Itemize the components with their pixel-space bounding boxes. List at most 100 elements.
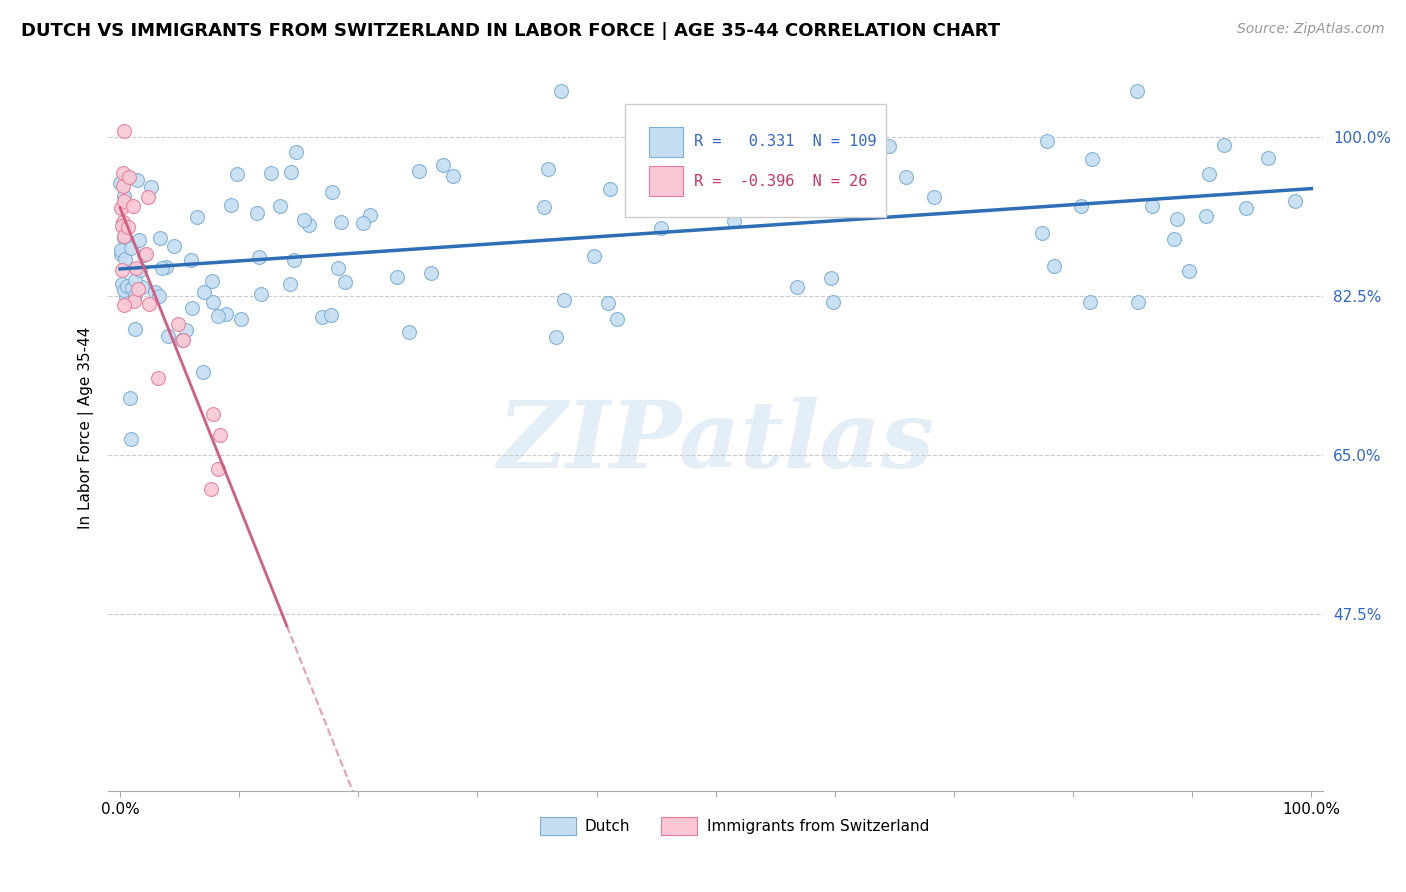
Point [163, 238, 186, 252]
Point [398, 325, 420, 339]
Point [250, 286, 273, 301]
Point [1284, 194, 1306, 208]
Point [191, 365, 214, 379]
Point [1198, 167, 1220, 181]
Point [1257, 151, 1279, 165]
Point [214, 307, 236, 321]
Point [134, 248, 156, 262]
Point [181, 301, 204, 315]
Point [408, 163, 430, 178]
Point [1128, 294, 1150, 309]
Point [112, 124, 135, 138]
Point [118, 169, 141, 184]
Point [143, 285, 166, 299]
Point [326, 261, 349, 276]
Point [292, 213, 315, 227]
Point [650, 221, 672, 235]
Point [246, 206, 269, 220]
Point [128, 233, 150, 247]
Point [1163, 232, 1185, 246]
Point [120, 432, 142, 446]
Point [219, 198, 242, 212]
Point [122, 293, 145, 308]
Point [112, 283, 135, 297]
Point [121, 281, 143, 295]
Y-axis label: In Labor Force | Age 35-44: In Labor Force | Age 35-44 [79, 326, 94, 529]
Point [131, 280, 153, 294]
Point [432, 158, 454, 172]
Bar [650, 127, 683, 157]
Point [1166, 211, 1188, 226]
Point [167, 318, 190, 332]
Point [352, 216, 374, 230]
Point [894, 169, 917, 184]
Point [1195, 210, 1218, 224]
FancyBboxPatch shape [624, 104, 886, 217]
Point [550, 84, 572, 98]
Point [201, 407, 224, 421]
Point [172, 333, 194, 347]
Point [155, 260, 177, 275]
Point [201, 275, 224, 289]
Point [823, 294, 845, 309]
Point [207, 462, 229, 476]
Point [114, 252, 136, 266]
Point [269, 198, 291, 212]
Text: ZIPatlas: ZIPatlas [498, 397, 934, 487]
Point [138, 297, 160, 311]
Point [1140, 199, 1163, 213]
Point [1080, 152, 1102, 166]
Bar [540, 817, 576, 835]
Point [226, 167, 249, 181]
Point [114, 298, 136, 312]
Point [544, 330, 567, 344]
Point [723, 214, 745, 228]
Point [114, 231, 136, 245]
Point [124, 273, 146, 287]
Point [1031, 226, 1053, 240]
Point [110, 176, 132, 190]
Point [139, 180, 162, 194]
Point [136, 189, 159, 203]
Point [110, 202, 132, 216]
Point [180, 252, 202, 267]
Point [127, 282, 149, 296]
Point [553, 293, 575, 308]
Point [321, 185, 343, 199]
Point [231, 312, 253, 326]
Point [283, 252, 305, 267]
Point [200, 483, 222, 497]
Point [112, 220, 135, 235]
Point [330, 215, 353, 229]
Bar [650, 166, 683, 196]
Point [820, 270, 842, 285]
Point [1234, 202, 1257, 216]
Point [114, 290, 136, 304]
Point [120, 392, 142, 406]
Point [1126, 84, 1149, 98]
Point [176, 323, 198, 337]
Point [848, 161, 870, 176]
Point [740, 161, 762, 175]
Point [1036, 134, 1059, 148]
Point [150, 261, 173, 276]
Point [125, 173, 148, 187]
Point [319, 308, 342, 322]
Point [697, 145, 720, 160]
Point [1043, 260, 1066, 274]
Point [298, 219, 321, 233]
Point [278, 277, 301, 291]
Point [111, 178, 134, 193]
Point [149, 230, 172, 244]
Point [387, 270, 409, 285]
Point [1070, 199, 1092, 213]
Point [124, 322, 146, 336]
Point [333, 275, 356, 289]
Point [111, 277, 134, 291]
Point [111, 219, 134, 233]
Point [112, 189, 135, 203]
Point [112, 194, 135, 208]
Point [202, 294, 225, 309]
Text: Source: ZipAtlas.com: Source: ZipAtlas.com [1237, 22, 1385, 37]
Point [533, 200, 555, 214]
